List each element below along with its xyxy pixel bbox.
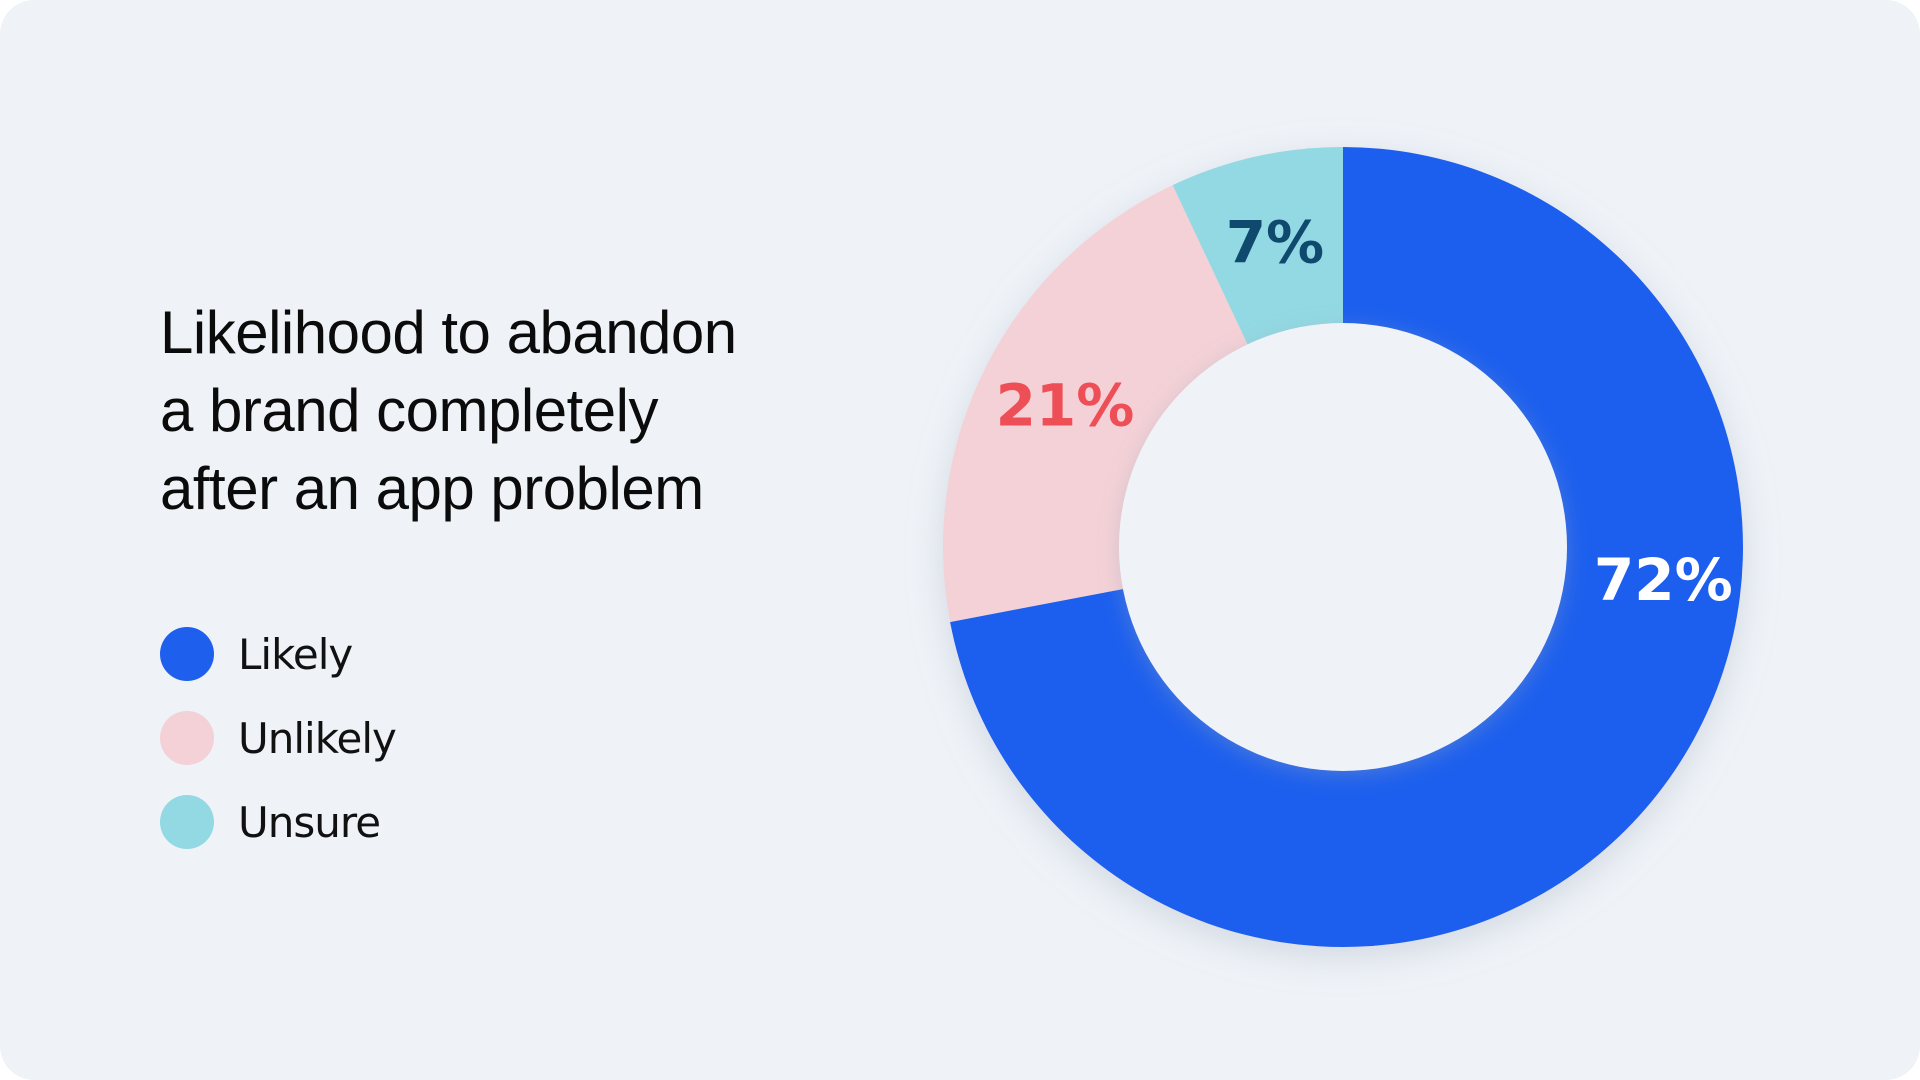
donut-hole [1119, 323, 1567, 771]
legend-item-unsure: Unsure [160, 780, 396, 864]
legend-label: Unsure [238, 797, 381, 847]
legend-item-likely: Likely [160, 612, 396, 696]
data-label-unlikely: 21% [996, 371, 1135, 439]
legend-item-unlikely: Unlikely [160, 696, 397, 780]
legend: Likely Unlikely Unsure [160, 612, 397, 864]
legend-swatch-likely [160, 627, 214, 681]
data-label-likely: 72% [1594, 546, 1733, 614]
legend-label: Likely [238, 629, 353, 679]
legend-swatch-unlikely [160, 711, 214, 765]
donut-labels: 72% 21% 7% [996, 209, 1733, 615]
legend-swatch-unsure [160, 795, 214, 849]
title-line: Likelihood to abandon [160, 299, 737, 366]
data-label-unsure: 7% [1226, 209, 1324, 277]
title-line: a brand completely [160, 377, 658, 444]
chart-title: Likelihood to abandon a brand completely… [160, 294, 880, 528]
legend-label: Unlikely [238, 713, 397, 763]
title-line: after an app problem [160, 455, 704, 522]
